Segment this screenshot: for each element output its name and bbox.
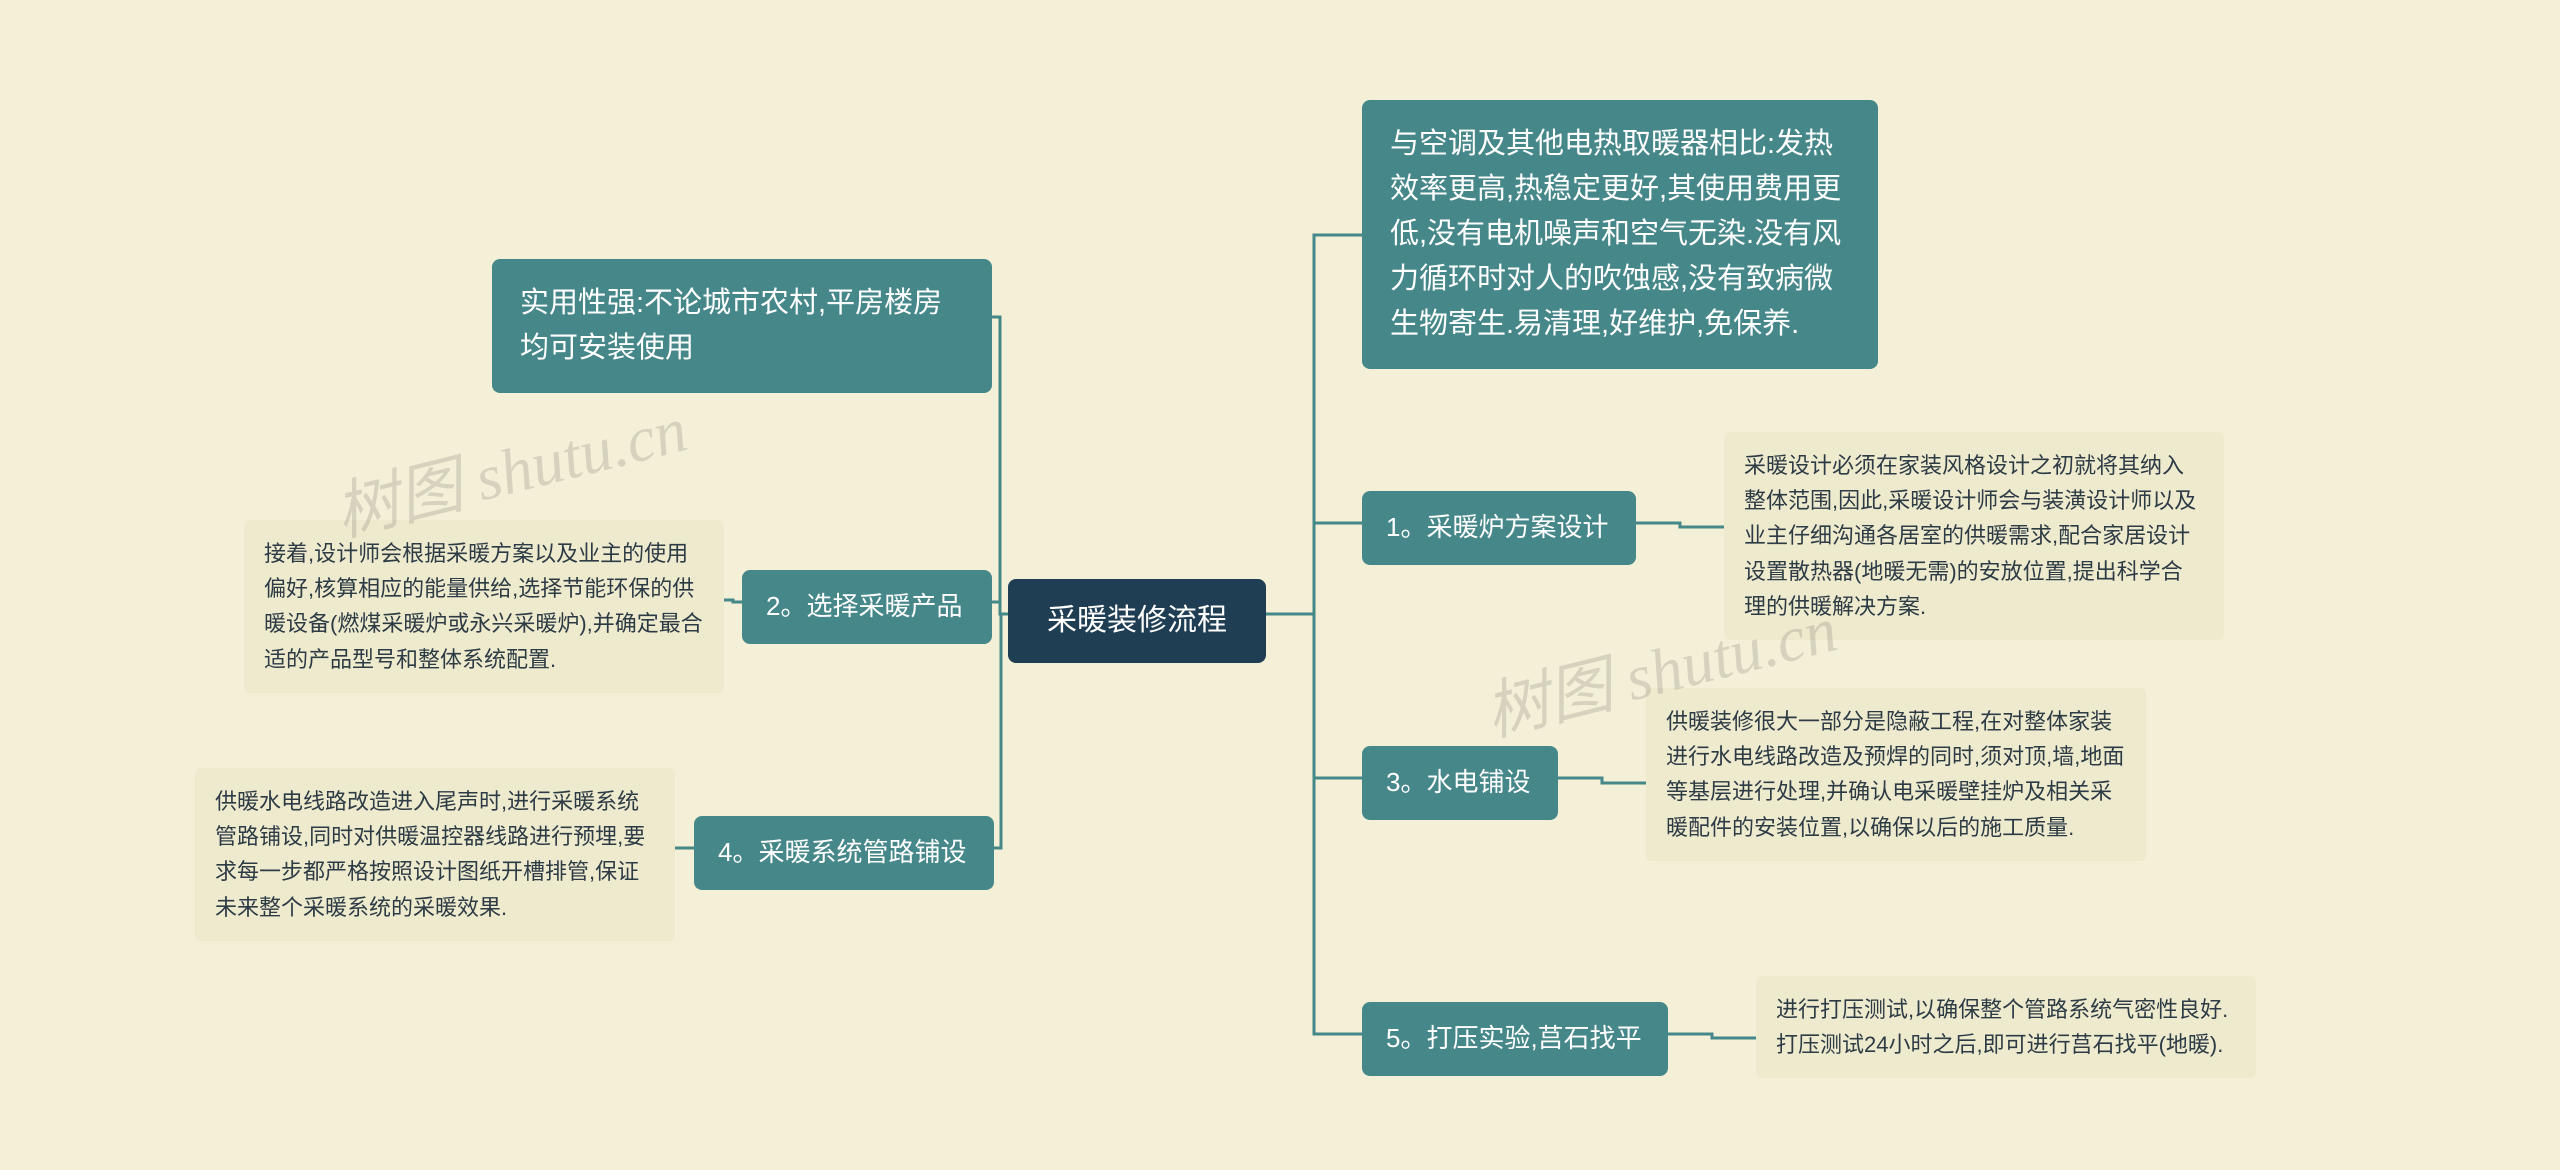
branch-piping[interactable]: 4。采暖系统管路铺设 xyxy=(694,816,994,890)
leaf-select-product-detail: 接着,设计师会根据采暖方案以及业主的使用偏好,核算相应的能量供给,选择节能环保的… xyxy=(244,520,724,693)
branch-design[interactable]: 1。采暖炉方案设计 xyxy=(1362,491,1636,565)
branch-select-product[interactable]: 2。选择采暖产品 xyxy=(742,570,992,644)
leaf-piping-detail: 供暖水电线路改造进入尾声时,进行采暖系统管路铺设,同时对供暖温控器线路进行预埋,… xyxy=(195,768,675,941)
leaf-pressure-test-detail: 进行打压测试,以确保整个管路系统气密性良好.打压测试24小时之后,即可进行莒石找… xyxy=(1756,976,2256,1078)
mindmap-root[interactable]: 采暖装修流程 xyxy=(1008,579,1266,663)
leaf-design-detail: 采暖设计必须在家装风格设计之初就将其纳入整体范围,因此,采暖设计师会与装潢设计师… xyxy=(1724,432,2224,640)
branch-practical[interactable]: 实用性强:不论城市农村,平房楼房均可安装使用 xyxy=(492,259,992,393)
branch-pressure-test[interactable]: 5。打压实验,莒石找平 xyxy=(1362,1002,1668,1076)
branch-plumbing[interactable]: 3。水电铺设 xyxy=(1362,746,1558,820)
leaf-plumbing-detail: 供暖装修很大一部分是隐蔽工程,在对整体家装进行水电线路改造及预焊的同时,须对顶,… xyxy=(1646,688,2146,861)
branch-comparison[interactable]: 与空调及其他电热取暖器相比:发热效率更高,热稳定更好,其使用费用更低,没有电机噪… xyxy=(1362,100,1878,369)
